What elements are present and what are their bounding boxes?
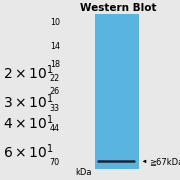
- Bar: [95, 14, 139, 169]
- Text: kDa: kDa: [75, 168, 92, 177]
- Text: ≧67kDa: ≧67kDa: [149, 157, 180, 166]
- Title: Western Blot: Western Blot: [80, 3, 156, 13]
